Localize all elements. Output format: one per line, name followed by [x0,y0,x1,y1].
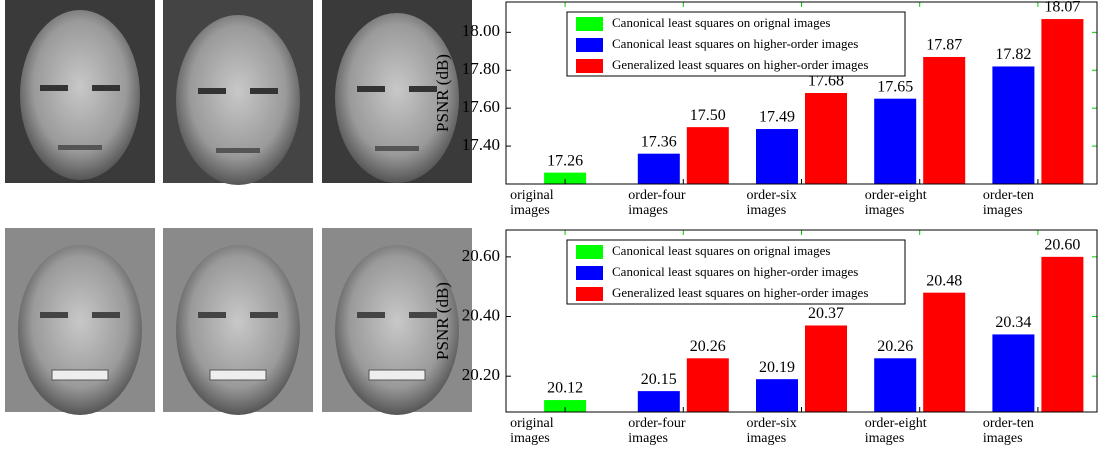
y-tick-label: 17.80 [462,59,500,78]
face-photo [163,228,313,415]
value-label: 20.12 [547,380,583,397]
legend-swatch [576,245,603,259]
bar [544,172,587,184]
x-tick-label: images [747,431,787,446]
value-label: 20.19 [759,359,795,376]
y-axis-label: PSNR (dB) [433,282,452,360]
legend-label: Generalized least squares on higher-orde… [612,285,868,300]
value-label: 20.60 [1044,237,1080,254]
legend-swatch [576,287,603,301]
face-photo [163,0,313,185]
value-label: 17.82 [995,46,1031,63]
y-axis-label: PSNR (dB) [433,54,452,132]
value-label: 17.36 [641,133,677,150]
bar [805,93,847,184]
bar [756,379,798,412]
value-label: 17.87 [926,37,962,54]
x-tick-label: images [747,203,787,218]
y-tick-label: 20.60 [462,246,500,265]
face-photo [5,228,155,415]
value-label: 20.15 [641,371,677,388]
legend-label: Canonical least squares on higher-order … [612,36,858,51]
face-photo [322,0,472,183]
value-label: 17.50 [690,107,726,124]
x-tick-label: original [510,416,554,431]
value-label: 20.37 [808,305,844,322]
x-tick-label: images [628,203,668,218]
value-label: 18.07 [1044,0,1080,16]
x-tick-label: order-ten [983,416,1034,431]
value-label: 17.26 [547,152,583,169]
face-photo [322,228,472,415]
value-label: 20.26 [877,338,913,355]
y-tick-label: 20.20 [462,365,500,384]
legend-swatch [576,38,603,52]
legend-label: Canonical least squares on orignal image… [612,243,830,258]
x-tick-label: order-four [628,188,686,203]
y-tick-label: 17.40 [462,135,500,154]
x-tick-label: order-eight [865,416,927,431]
x-tick-label: images [510,431,550,446]
x-tick-label: images [628,431,668,446]
legend-box [566,11,906,77]
bar [923,292,966,412]
bar [637,391,680,412]
value-label: 17.68 [808,73,844,90]
bar [1041,256,1084,412]
bar [992,334,1035,412]
x-tick-label: images [510,203,550,218]
bar [544,400,587,412]
y-tick-label: 18.00 [462,21,500,40]
face-photo [5,0,155,183]
legend-swatch [576,266,603,280]
y-tick-label: 17.60 [462,97,500,116]
bar [923,56,966,184]
bar [756,129,798,184]
x-tick-label: original [510,188,554,203]
value-label: 20.26 [690,338,726,355]
axes-frame [505,229,1098,413]
bar [1041,19,1084,184]
axes-frame [505,1,1098,185]
x-tick-label: order-six [747,188,797,203]
legend-label: Generalized least squares on higher-orde… [612,57,868,72]
bar [686,358,729,412]
value-label: 20.48 [926,272,962,289]
bar [805,325,847,412]
value-label: 20.34 [995,314,1031,331]
x-tick-label: order-six [747,416,797,431]
bar [686,127,729,184]
legend-label: Canonical least squares on orignal image… [612,15,830,30]
y-tick-label: 20.40 [462,305,500,324]
x-tick-label: order-ten [983,188,1034,203]
value-label: 17.49 [759,109,795,126]
legend-box [566,239,906,305]
legend-label: Canonical least squares on higher-order … [612,264,858,279]
legend-swatch [576,17,603,31]
x-tick-label: order-eight [865,188,927,203]
x-tick-label: order-four [628,416,686,431]
face-images [5,0,472,415]
value-label: 17.65 [877,78,913,95]
legend-swatch [576,59,603,73]
bar [874,98,917,184]
bar [874,358,917,412]
bar [637,153,680,184]
x-tick-label: images [983,203,1023,218]
x-tick-label: images [983,431,1023,446]
x-tick-label: images [865,203,905,218]
bar [992,66,1035,184]
x-tick-label: images [865,431,905,446]
